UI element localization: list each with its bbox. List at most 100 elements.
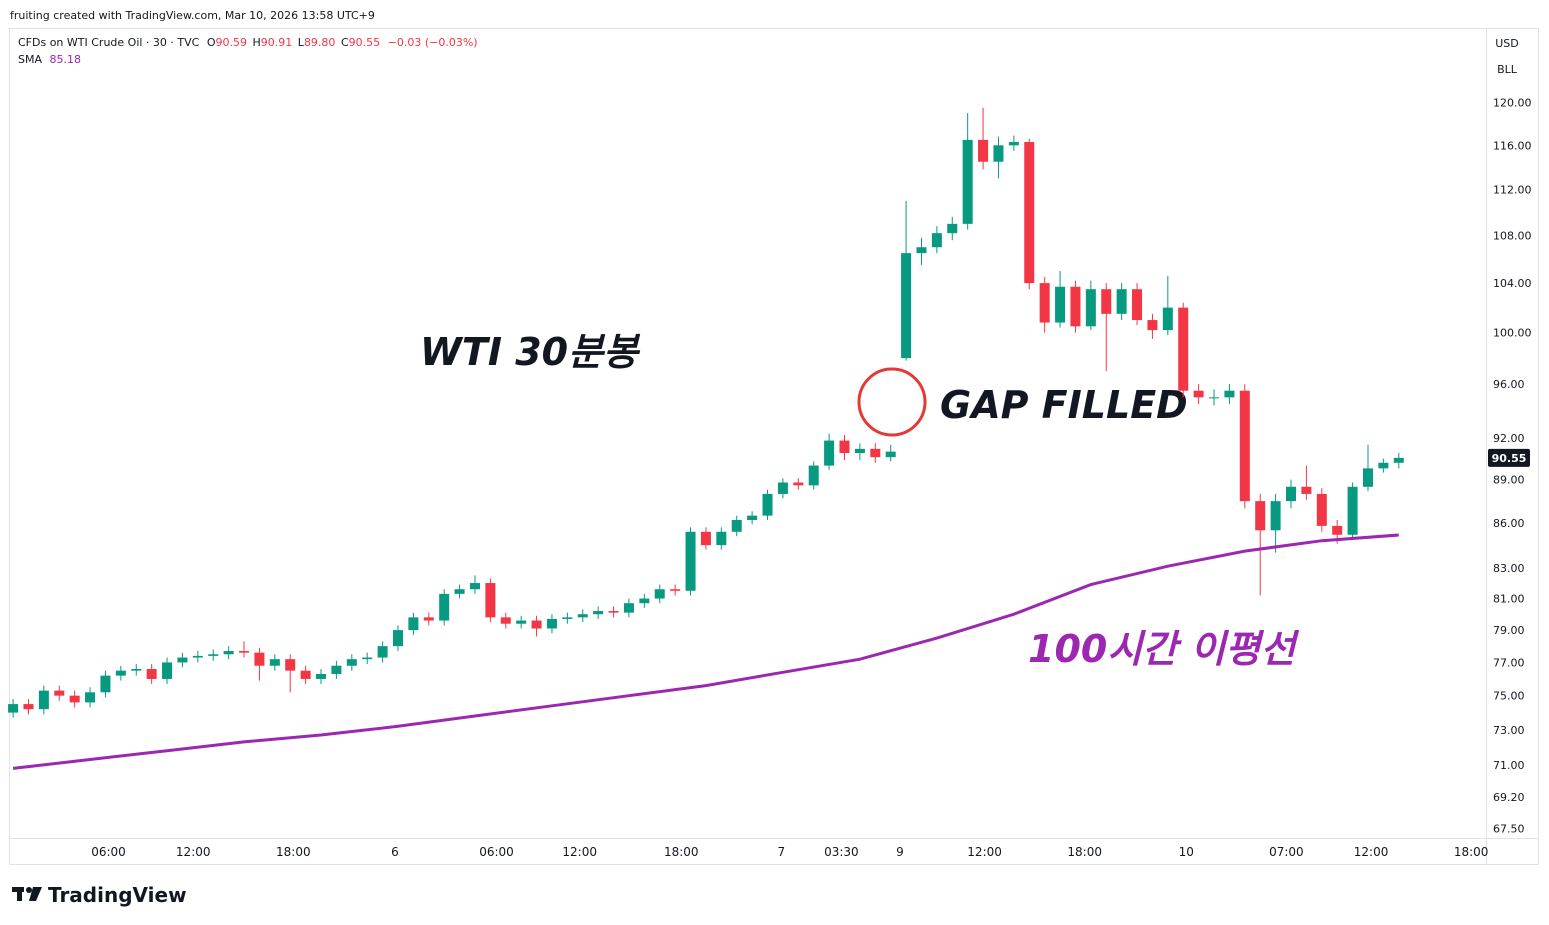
candle-body <box>700 531 711 546</box>
axis-unit[interactable]: USD <box>1495 37 1519 50</box>
candle-body <box>362 657 373 660</box>
candle-body <box>1070 286 1081 327</box>
sma-line <box>12 533 1399 770</box>
candle-body <box>777 482 788 494</box>
candle-body <box>439 593 450 621</box>
x-tick-label: 07:00 <box>1269 845 1304 859</box>
legend-name: SMA <box>18 53 42 66</box>
x-tick-label: 06:00 <box>479 845 514 859</box>
x-tick-label: 18:00 <box>276 845 311 859</box>
y-tick-label: 120.00 <box>1493 97 1532 110</box>
y-tick-label: 96.00 <box>1493 378 1525 391</box>
y-tick-label: 89.00 <box>1493 474 1525 487</box>
candle-body <box>1270 501 1281 531</box>
candle-body <box>8 704 19 713</box>
candle-body <box>100 675 111 693</box>
stat-label: O <box>207 36 216 49</box>
candle-body <box>1378 462 1389 469</box>
x-tick-label: 03:30 <box>824 845 859 859</box>
candle-body <box>993 145 1004 162</box>
candle-body <box>331 665 342 674</box>
candle-body <box>623 603 634 613</box>
legend: SMA 85.18 <box>18 53 81 66</box>
candle-body <box>239 651 250 653</box>
candle-body <box>485 583 496 618</box>
y-tick-label: 104.00 <box>1493 277 1532 290</box>
x-tick-label: 06:00 <box>91 845 126 859</box>
candle-body <box>1347 486 1358 535</box>
y-tick-label: 79.00 <box>1493 624 1525 637</box>
candle-body <box>177 657 188 663</box>
candle-body <box>854 448 865 454</box>
candle-body <box>916 247 927 254</box>
candle-body <box>1362 468 1373 487</box>
candles <box>8 107 1404 718</box>
x-tick-label: 7 <box>778 845 786 859</box>
candle-body <box>38 690 49 710</box>
candle-body <box>639 598 650 604</box>
candle-body <box>146 669 157 679</box>
candle-body <box>192 655 203 658</box>
candle-body <box>670 589 681 591</box>
candle-body <box>516 620 527 624</box>
candle-body <box>254 652 265 666</box>
candle-body <box>85 692 96 703</box>
candle-body <box>208 654 219 656</box>
candle-body <box>885 451 896 458</box>
y-tick-label: 108.00 <box>1493 229 1532 242</box>
candle-body <box>392 630 403 647</box>
candle-body <box>762 493 773 516</box>
stat-value: 90.91 <box>261 36 293 49</box>
candle-body <box>546 618 557 629</box>
candle-body <box>346 659 357 666</box>
last-price-box <box>1488 448 1530 467</box>
candle-body <box>115 670 126 676</box>
candle-body <box>223 651 234 655</box>
candle-body <box>962 139 973 224</box>
x-tick-label: 9 <box>896 845 904 859</box>
x-tick-label: 12:00 <box>1354 845 1389 859</box>
candle-body <box>1085 289 1096 327</box>
candle-body <box>408 617 419 631</box>
candle-body <box>162 662 173 679</box>
candle-body <box>377 646 388 658</box>
logo-text: TradingView <box>48 883 187 907</box>
legend-value: 85.18 <box>50 53 82 66</box>
candle-body <box>454 589 465 594</box>
candle-body <box>731 520 742 532</box>
stat-label: C <box>341 36 349 49</box>
candle-body <box>1224 390 1235 398</box>
candle-body <box>300 670 311 679</box>
candle-body <box>593 611 604 615</box>
candle-body <box>747 515 758 521</box>
y-tick-label: 67.50 <box>1493 823 1525 836</box>
stat-label: L <box>298 36 305 49</box>
candle-body <box>285 659 296 671</box>
candle-body <box>1193 390 1204 398</box>
last-price-label: 90.55 <box>1492 452 1527 465</box>
axis-unit[interactable]: BLL <box>1497 63 1518 76</box>
change: −0.03 (−0.03%) <box>388 36 478 49</box>
candle-body <box>1332 525 1343 535</box>
candle-body <box>654 589 665 599</box>
candle-body <box>870 448 881 458</box>
candle-body <box>562 617 573 619</box>
candle-body <box>685 531 696 591</box>
y-tick-label: 92.00 <box>1493 432 1525 445</box>
y-tick-label: 100.00 <box>1493 327 1532 340</box>
candle-body <box>23 704 34 710</box>
x-tick-label: 12:00 <box>562 845 597 859</box>
candle-body <box>793 482 804 486</box>
candle-body <box>1132 289 1143 321</box>
candle-body <box>1393 457 1404 463</box>
stat-value: 89.80 <box>304 36 336 49</box>
x-tick-label: 12:00 <box>176 845 211 859</box>
candle-body <box>1008 142 1019 146</box>
candle-body <box>1285 486 1297 502</box>
y-tick-label: 116.00 <box>1493 139 1532 152</box>
annotation: GAP FILLED <box>940 383 1188 427</box>
candle-body <box>808 465 819 486</box>
candle-body <box>716 531 727 546</box>
candle-body <box>69 695 80 703</box>
